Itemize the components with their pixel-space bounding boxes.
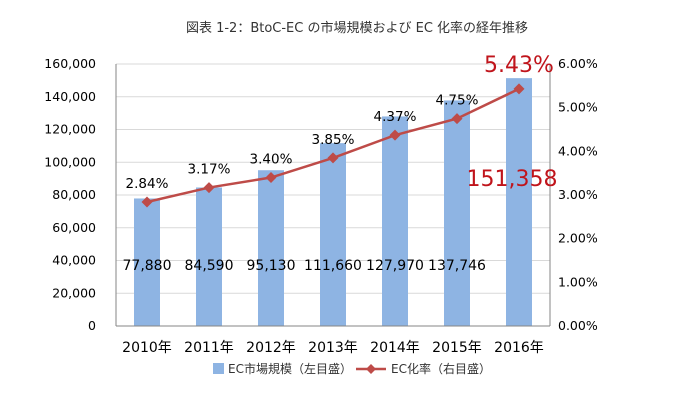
x-axis-tick-label: 2014年 [370, 340, 420, 356]
right-axis-tick-label: 3.00% [558, 187, 598, 202]
bar-2011年 [196, 187, 222, 326]
left-axis-tick-label: 160,000 [44, 56, 96, 71]
left-axis-tick-label: 20,000 [52, 285, 96, 300]
rate-marker-2015年 [451, 113, 463, 125]
bar-2015年 [444, 100, 470, 327]
left-axis-tick-label: 140,000 [44, 89, 96, 104]
right-axis-tick-label: 5.00% [558, 100, 598, 115]
left-axis-tick-label: 60,000 [52, 220, 96, 235]
rate-label-highlight: 5.43% [484, 53, 554, 78]
x-axis-tick-label: 2015年 [432, 340, 482, 356]
x-axis-tick-label: 2013年 [308, 340, 358, 356]
rate-label: 4.37% [374, 109, 417, 125]
bar-value-label: 111,660 [304, 258, 362, 274]
x-axis-tick-label: 2011年 [184, 340, 234, 356]
rate-marker-2012年 [265, 172, 277, 184]
rate-marker-2010年 [141, 196, 153, 208]
right-axis-tick-label: 2.00% [558, 231, 598, 246]
bar-2013年 [320, 143, 346, 326]
x-axis-tick-label: 2016年 [494, 340, 544, 356]
rate-marker-2013年 [327, 152, 339, 164]
legend-bar-swatch [213, 363, 224, 374]
chart-title: 図表 1-2：BtoC-EC の市場規模および EC 化率の経年推移 [186, 20, 528, 36]
left-axis-tick-label: 40,000 [52, 253, 96, 268]
rate-label: 2.84% [126, 176, 169, 192]
right-axis-tick-label: 6.00% [558, 56, 598, 71]
bar-value-label: 137,746 [428, 258, 486, 274]
legend-bar-label: EC市場規模（左目盛） [228, 361, 352, 376]
bar-value-label: 95,130 [247, 258, 296, 274]
x-axis-tick-label: 2012年 [246, 340, 296, 356]
line-series [141, 83, 525, 208]
axes: 0 20,000 40,000 60,000 80,000 100,000 120,000 1… [44, 56, 598, 356]
legend: EC市場規模（左目盛） EC化率（右目盛） [213, 361, 491, 376]
left-axis-tick-label: 0 [88, 318, 96, 333]
rate-label: 3.85% [312, 132, 355, 148]
bar-2012年 [258, 170, 284, 326]
rate-marker-2014年 [389, 129, 401, 141]
right-axis-tick-label: 1.00% [558, 274, 598, 289]
bar-series [134, 78, 532, 327]
rate-label: 4.75% [436, 93, 479, 109]
bar-value-label: 127,970 [366, 258, 424, 274]
bar-2016年 [506, 78, 532, 326]
left-axis-tick-label: 120,000 [44, 122, 96, 137]
rate-label: 3.40% [250, 152, 293, 168]
rate-label: 3.17% [188, 162, 231, 178]
bar-value-label: 84,590 [185, 258, 234, 274]
bar-2014年 [382, 116, 408, 326]
left-axis-tick-label: 100,000 [44, 154, 96, 169]
bar-2010年 [134, 198, 160, 326]
legend-line-label: EC化率（右目盛） [391, 361, 491, 376]
right-axis-tick-label: 4.00% [558, 143, 598, 158]
bar-value-label-highlight: 151,358 [467, 167, 558, 192]
legend-line-marker [366, 364, 376, 374]
x-axis-tick-label: 2010年 [122, 340, 172, 356]
rate-marker-2016年 [513, 83, 525, 95]
right-axis-tick-label: 0.00% [558, 318, 598, 333]
bar-value-label: 77,880 [123, 258, 172, 274]
data-labels: 77,880 84,590 95,130 111,660 127,970 137,746 1… [123, 53, 558, 274]
left-axis-tick-label: 80,000 [52, 187, 96, 202]
rate-marker-2011年 [203, 182, 215, 194]
